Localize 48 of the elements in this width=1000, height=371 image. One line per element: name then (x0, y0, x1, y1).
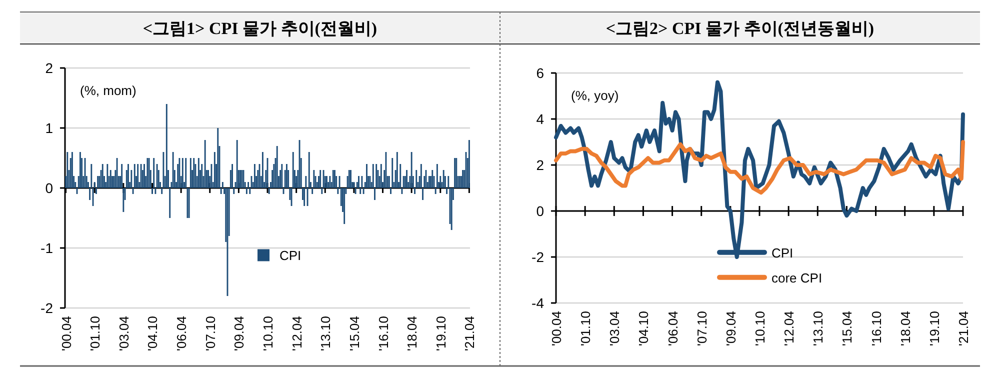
y-tick-label: -2 (532, 249, 544, 265)
x-tick-label: '21.04 (462, 316, 478, 352)
x-tick-label: '04.10 (636, 311, 652, 346)
y-tick-label: 6 (536, 65, 544, 81)
legend-label: CPI (280, 248, 302, 264)
y-tick-label: -2 (40, 300, 54, 316)
x-tick-label: '16.10 (376, 316, 391, 352)
x-tick-label: '12.04 (782, 311, 797, 346)
x-tick-label: '06.04 (174, 316, 190, 352)
x-tick-label: '16.10 (868, 311, 884, 346)
chart-title: <그림1> CPI 물가 추이(전월비) (142, 19, 378, 38)
x-tick-label: '19.10 (433, 316, 448, 352)
y-tick-label: 2 (536, 157, 544, 173)
legend-label: core CPI (772, 270, 822, 286)
x-tick-label: '07.10 (202, 316, 218, 352)
chart-title: <그림2> CPI 물가 추이(전년동월비) (606, 19, 874, 38)
y-tick-label: 4 (536, 111, 544, 127)
x-tick-label: '12.04 (289, 316, 304, 352)
x-tick-label: '18.04 (404, 316, 420, 352)
annotation: (%, yoy) (571, 88, 619, 103)
x-tick-label: '01.10 (578, 311, 594, 346)
x-tick-label: '09.04 (723, 311, 738, 346)
x-tick-label: '04.10 (145, 316, 160, 352)
x-tick-label: '10.10 (260, 316, 276, 352)
x-tick-label: '03.04 (116, 316, 132, 352)
x-tick-label: '06.04 (665, 311, 680, 346)
x-tick-label: '09.04 (232, 316, 247, 352)
x-tick-label: '03.04 (607, 311, 622, 346)
x-tick-label: '07.10 (694, 311, 710, 346)
x-tick-label: '19.10 (926, 311, 942, 346)
x-tick-label: '13.10 (810, 311, 826, 346)
y-tick-label: 0 (45, 180, 54, 196)
x-tick-label: '18.04 (898, 311, 913, 346)
x-tick-label: '00.04 (58, 316, 74, 352)
x-tick-label: '00.04 (549, 311, 564, 346)
x-tick-label: '15.04 (346, 316, 362, 352)
x-tick-label: '01.10 (88, 316, 103, 352)
x-tick-label: '15.04 (840, 311, 855, 346)
annotation: (%, mom) (80, 83, 136, 98)
legend-label: CPI (772, 245, 794, 260)
y-tick-label: 0 (536, 203, 544, 219)
x-tick-label: '10.10 (752, 311, 768, 346)
y-tick-label: 2 (45, 60, 54, 76)
y-tick-label: -4 (532, 295, 544, 311)
x-tick-label: '21.04 (956, 311, 971, 346)
y-tick-label: 1 (45, 120, 54, 136)
y-tick-label: -1 (40, 240, 54, 256)
x-tick-label: '13.10 (318, 316, 334, 352)
